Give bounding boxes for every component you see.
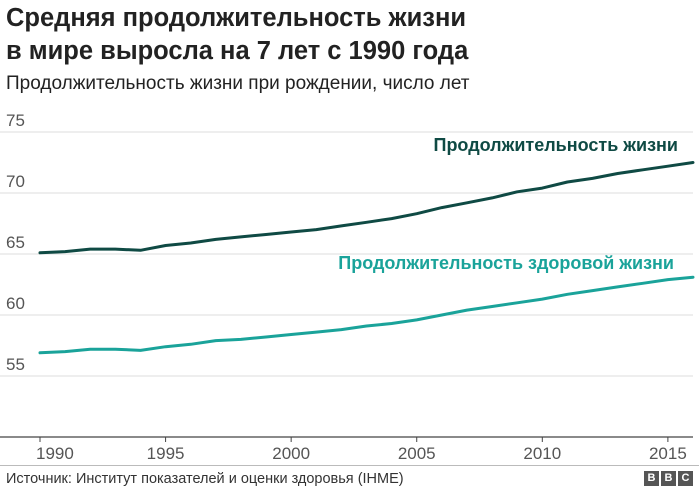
- chart-title-line-1: Средняя продолжительность жизни: [6, 4, 467, 32]
- bbc-logo-letter-2: B: [661, 471, 676, 486]
- footer-divider: [0, 465, 699, 466]
- chart-title: Средняя продолжительность жизни в мире в…: [6, 2, 468, 68]
- healthy-life-expectancy-label: Продолжительность здоровой жизни: [338, 253, 674, 273]
- series-label-layer: Продолжительность жизни Продолжительность…: [338, 135, 678, 273]
- y-tick-label: 70: [6, 172, 25, 191]
- bbc-logo-letter-3: C: [678, 471, 693, 486]
- y-tick-label: 75: [6, 111, 25, 130]
- x-tick-label: 2015: [649, 444, 687, 463]
- y-tick-label: 55: [6, 355, 25, 374]
- chart-subtitle: Продолжительность жизни при рождении, чи…: [6, 73, 470, 94]
- grid-layer: [0, 131, 693, 377]
- bbc-logo: B B C: [644, 471, 693, 486]
- source-note: Источник: Институт показателей и оценки …: [6, 471, 404, 487]
- x-tick-label: 1990: [36, 444, 74, 463]
- y-tick-label: 65: [6, 233, 25, 252]
- life-expectancy-line: [38, 161, 695, 255]
- healthy-life-expectancy-line: [38, 275, 695, 355]
- x-tick-label: 2000: [272, 444, 310, 463]
- life-expectancy-label: Продолжительность жизни: [434, 135, 679, 155]
- x-tick-label: 1995: [147, 444, 185, 463]
- x-tick-label: 2005: [398, 444, 436, 463]
- x-tick-label: 2010: [523, 444, 561, 463]
- bbc-logo-letter-1: B: [644, 471, 659, 486]
- y-tick-label: 60: [6, 294, 25, 313]
- chart-title-line-2: в мире выросла на 7 лет с 1990 года: [6, 37, 469, 65]
- axis-layer: 55 60 65 70 75 1990 1995 2000 2005 2010 2015: [0, 111, 693, 463]
- series-layer: [38, 161, 695, 355]
